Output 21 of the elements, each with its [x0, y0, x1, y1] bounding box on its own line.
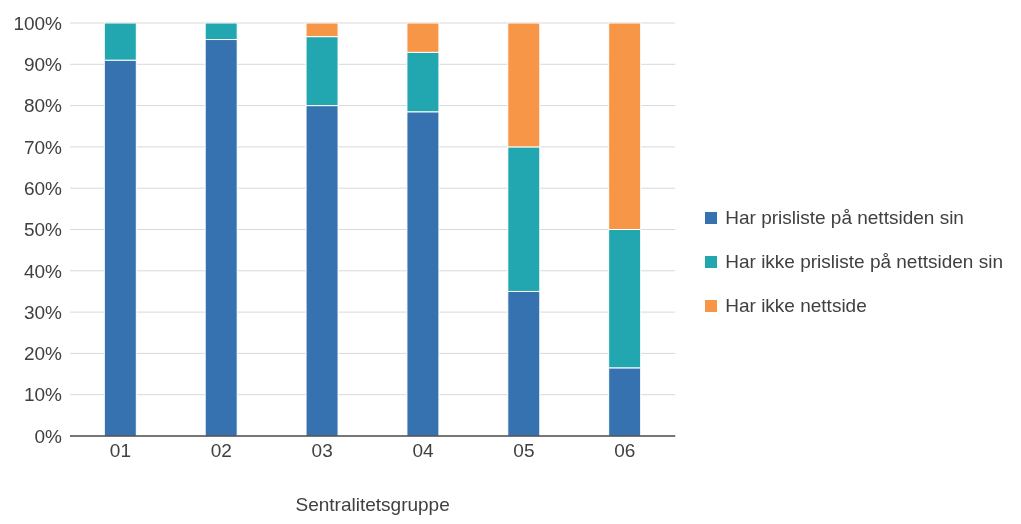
- x-tick-label: 03: [311, 440, 333, 462]
- legend-label: Har prisliste på nettsiden sin: [725, 207, 964, 229]
- y-tick-label: 80%: [23, 95, 63, 117]
- x-tick-label: 05: [513, 440, 535, 462]
- y-tick-label: 10%: [23, 384, 63, 406]
- y-tick-label: 20%: [23, 343, 63, 365]
- y-tick-label: 90%: [23, 54, 63, 76]
- y-tick-label: 30%: [23, 301, 63, 323]
- x-tick-label: 02: [210, 440, 232, 462]
- legend-label: Har ikke nettside: [725, 295, 867, 317]
- legend-label: Har ikke prisliste på nettsiden sin: [725, 251, 1003, 273]
- y-tick-label: 100%: [13, 12, 63, 34]
- x-axis-title: Sentralitetsgruppe: [295, 494, 450, 515]
- x-tick-label: 06: [614, 440, 636, 462]
- y-tick-label: 0%: [34, 425, 63, 447]
- y-tick-label: 60%: [23, 177, 63, 199]
- y-tick-label: 40%: [23, 260, 63, 282]
- y-tick-label: 50%: [23, 219, 63, 241]
- x-tick-label: 01: [109, 440, 132, 462]
- x-tick-label: 04: [412, 440, 435, 462]
- y-tick-label: 70%: [23, 136, 63, 158]
